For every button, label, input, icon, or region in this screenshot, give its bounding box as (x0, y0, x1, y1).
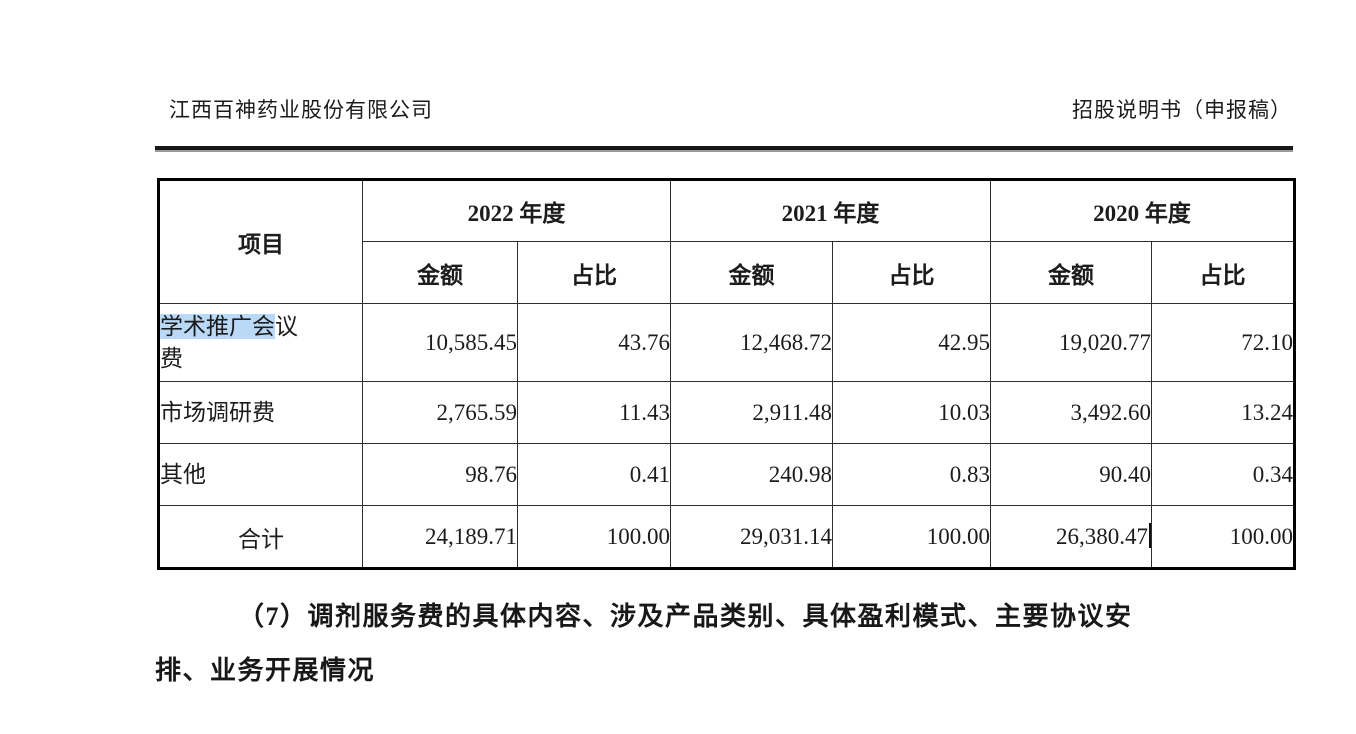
section-heading-line2: 排、业务开展情况 (155, 656, 376, 685)
table-row-market-research: 市场调研费 2,765.59 11.43 2,911.48 10.03 3,49… (158, 381, 1295, 444)
cell-2020-amount: 19,020.77 (990, 303, 1152, 382)
cell-2021-amount: 29,031.14 (670, 505, 833, 569)
row-label-tail: 议 (275, 314, 298, 340)
document-title: 招股说明书（申报稿） (1072, 98, 1292, 122)
cell-2022-amount: 2,765.59 (362, 381, 518, 444)
column-header-amount-2021: 金额 (670, 241, 833, 304)
column-header-amount-2022: 金额 (362, 241, 518, 304)
column-header-year-2022: 2022 年度 (362, 179, 671, 242)
column-header-amount-2020: 金额 (990, 241, 1152, 304)
row-label-total: 合计 (158, 505, 363, 569)
cell-2020-ratio: 13.24 (1151, 381, 1295, 444)
company-name: 江西百神药业股份有限公司 (169, 98, 433, 122)
text-cursor (1149, 523, 1151, 548)
cell-2020-amount: 3,492.60 (990, 381, 1152, 444)
cell-2021-ratio: 10.03 (832, 381, 991, 444)
row-label-other: 其他 (158, 443, 363, 506)
table-row-academic-promotion: 学术推广会议 费 10,585.45 43.76 12,468.72 42.95… (158, 303, 1295, 382)
column-header-year-2020: 2020 年度 (990, 179, 1295, 242)
column-header-item: 项目 (158, 179, 363, 304)
cell-2022-ratio: 0.41 (517, 443, 671, 506)
cell-2020-amount: 90.40 (990, 443, 1152, 506)
cell-2021-ratio: 100.00 (832, 505, 991, 569)
cell-2020-ratio: 72.10 (1151, 303, 1295, 382)
cell-2021-amount: 2,911.48 (670, 381, 833, 444)
cell-2021-ratio: 0.83 (832, 443, 991, 506)
cell-2022-ratio: 43.76 (517, 303, 671, 382)
selected-text-highlight[interactable]: 学术推广会 (160, 314, 275, 340)
table-row-total: 合计 24,189.71 100.00 29,031.14 100.00 26,… (158, 505, 1295, 569)
cell-2020-ratio: 0.34 (1151, 443, 1295, 506)
cell-2022-ratio: 11.43 (517, 381, 671, 444)
row-label-line2: 费 (160, 345, 183, 371)
column-header-ratio-2022: 占比 (517, 241, 671, 304)
header-divider (155, 146, 1293, 150)
column-header-ratio-2020: 占比 (1151, 241, 1295, 304)
cell-2021-amount: 12,468.72 (670, 303, 833, 382)
column-header-year-2021: 2021 年度 (670, 179, 991, 242)
cell-2022-amount: 10,585.45 (362, 303, 518, 382)
table-row-other: 其他 98.76 0.41 240.98 0.83 90.40 0.34 (158, 443, 1295, 506)
row-label-market-research: 市场调研费 (158, 381, 363, 444)
cell-2022-amount: 98.76 (362, 443, 518, 506)
table-header-row-years: 项目 2022 年度 2021 年度 2020 年度 (158, 179, 1295, 304)
section-heading-line1: （7）调剂服务费的具体内容、涉及产品类别、具体盈利模式、主要协议安 (238, 602, 1133, 631)
cell-2021-ratio: 42.95 (832, 303, 991, 382)
cell-2022-ratio: 100.00 (517, 505, 671, 569)
cell-2020-amount-text: 26,380.47 (1056, 524, 1148, 549)
column-header-ratio-2021: 占比 (832, 241, 991, 304)
fee-breakdown-table: 项目 2022 年度 2021 年度 2020 年度 金额 占比 金额 占比 金… (157, 178, 1296, 570)
cell-2021-amount: 240.98 (670, 443, 833, 506)
row-label-academic-promotion: 学术推广会议 费 (158, 303, 363, 382)
cell-2020-amount: 26,380.47 (990, 505, 1152, 569)
cell-2022-amount: 24,189.71 (362, 505, 518, 569)
cell-2020-ratio: 100.00 (1151, 505, 1295, 569)
